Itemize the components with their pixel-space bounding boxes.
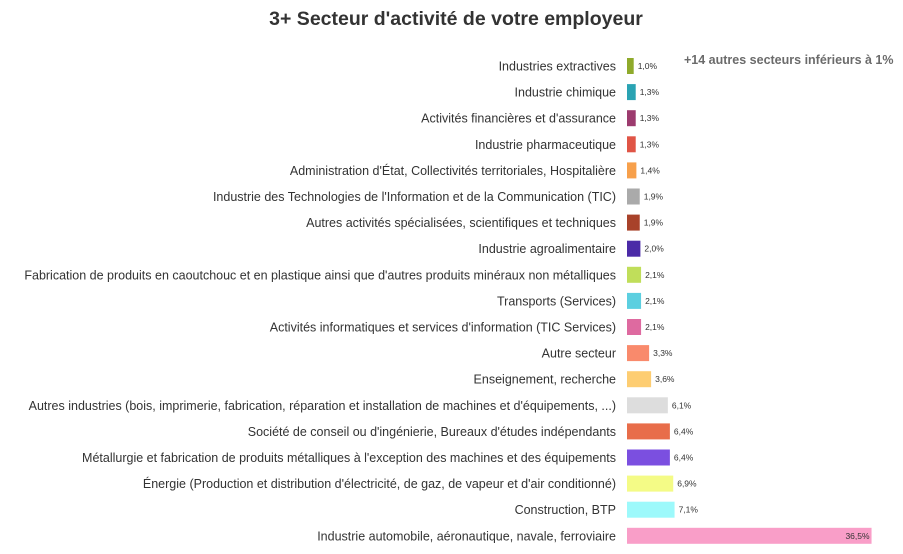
value-label: 1,3% — [640, 87, 660, 97]
category-label: Énergie (Production et distribution d'él… — [143, 476, 616, 491]
category-label: Industrie des Technologies de l'Informat… — [213, 190, 616, 204]
bar — [627, 110, 636, 127]
bar — [627, 240, 641, 257]
bar — [627, 214, 640, 231]
bar — [627, 423, 670, 440]
category-label: Métallurgie et fabrication de produits m… — [82, 451, 616, 465]
category-label: Administration d'État, Collectivités ter… — [290, 163, 616, 178]
category-label: Industrie chimique — [515, 86, 616, 100]
chart-note: +14 autres secteurs inférieurs à 1% — [684, 53, 894, 67]
bar — [627, 475, 674, 492]
bar — [627, 188, 640, 205]
category-label: Industrie pharmaceutique — [475, 138, 616, 152]
category-label: Industries extractives — [499, 60, 616, 74]
bar — [627, 527, 872, 544]
category-label: Autre secteur — [542, 347, 616, 361]
category-label: Construction, BTP — [515, 503, 616, 517]
category-label: Activités informatiques et services d'in… — [270, 321, 616, 335]
chart-title: 3+ Secteur d'activité de votre employeur — [269, 8, 643, 30]
bar — [627, 501, 675, 518]
value-label: 2,1% — [645, 270, 665, 280]
category-label: Autres industries (bois, imprimerie, fab… — [29, 399, 616, 413]
value-label: 2,0% — [644, 244, 664, 254]
value-label: 1,9% — [644, 218, 664, 228]
value-label: 6,4% — [674, 453, 694, 463]
value-label: 1,3% — [640, 113, 660, 123]
value-label: 3,3% — [653, 348, 673, 358]
bar — [627, 345, 650, 362]
category-label: Fabrication de produits en caoutchouc et… — [24, 268, 616, 282]
category-label: Enseignement, recherche — [474, 373, 616, 387]
category-label: Industrie agroalimentaire — [478, 242, 616, 256]
category-label: Autres activités spécialisées, scientifi… — [306, 216, 616, 230]
bar — [627, 266, 642, 283]
category-label: Société de conseil ou d'ingénierie, Bure… — [248, 425, 616, 439]
value-label: 6,4% — [674, 426, 694, 436]
value-label: 1,9% — [644, 192, 664, 202]
value-label: 36,5% — [845, 531, 870, 541]
bar — [627, 371, 652, 388]
bar — [627, 292, 642, 309]
bar — [627, 162, 637, 179]
value-label: 1,4% — [640, 165, 660, 175]
bar — [627, 397, 668, 414]
bar — [627, 58, 634, 74]
category-label: Activités financières et d'assurance — [421, 112, 616, 126]
value-label: 7,1% — [679, 505, 699, 515]
bar — [627, 319, 642, 335]
value-label: 2,1% — [645, 296, 665, 306]
category-label: Transports (Services) — [497, 294, 616, 308]
value-label: 1,0% — [638, 61, 658, 71]
bar — [627, 449, 670, 466]
bar — [627, 84, 636, 101]
value-label: 1,3% — [640, 139, 660, 149]
value-label: 6,9% — [677, 479, 697, 489]
value-label: 3,6% — [655, 374, 675, 384]
value-label: 6,1% — [672, 400, 692, 410]
value-label: 2,1% — [645, 322, 665, 332]
bar — [627, 136, 636, 153]
category-label: Industrie automobile, aéronautique, nava… — [317, 529, 616, 543]
